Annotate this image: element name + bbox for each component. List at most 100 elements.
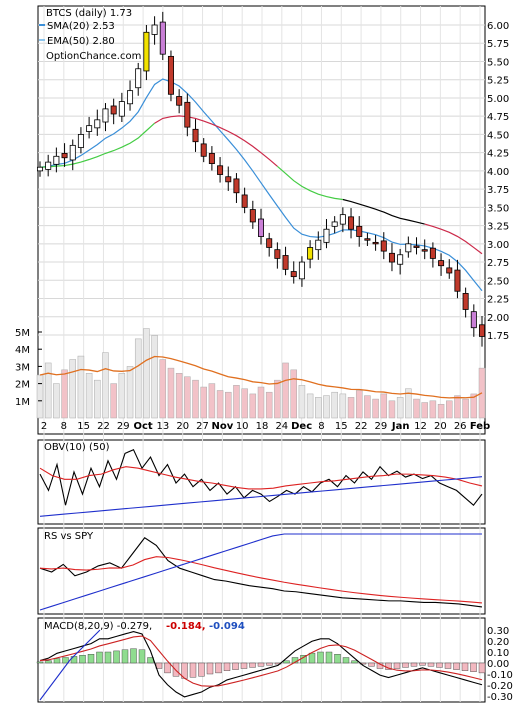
macd-histogram-bar: [325, 651, 333, 664]
volume-bar: [102, 352, 109, 419]
price-tick-label: 1.75: [487, 331, 509, 342]
volume-tick-label: 4M: [15, 345, 30, 356]
macd-histogram-bar: [444, 662, 452, 669]
volume-bar: [257, 386, 265, 419]
x-tick-label: Feb: [470, 421, 490, 432]
volume-bar: [265, 391, 273, 419]
x-tick-label: 8: [61, 421, 67, 432]
price-tick-label: 3.75: [487, 185, 509, 196]
volume-bar: [61, 369, 68, 419]
candle-body: [61, 152, 68, 159]
volume-bar: [429, 400, 437, 419]
candle-body: [380, 240, 387, 252]
macd-histogram-bar: [342, 657, 350, 664]
x-tick-label: Oct: [133, 421, 152, 432]
candle-body: [315, 239, 322, 251]
volume-bar: [454, 395, 461, 419]
macd-histogram-bar: [266, 662, 273, 666]
candle-body: [372, 241, 379, 245]
macd-histogram-bar: [87, 654, 95, 664]
macd-histogram-bar: [113, 650, 120, 664]
macd-histogram-bar: [104, 651, 112, 664]
volume-bar: [396, 397, 404, 419]
price-tick-label: 5.50: [487, 57, 509, 68]
volume-bar: [274, 379, 281, 419]
candle-body: [217, 165, 224, 175]
x-tick-label: Dec: [291, 421, 312, 432]
candle-body: [364, 238, 371, 241]
volume-bar: [241, 388, 248, 419]
volume-bar: [380, 393, 388, 419]
candle-body: [454, 269, 461, 292]
candle-body: [282, 255, 289, 270]
ema-legend-label: EMA(50) 2.80: [47, 36, 115, 47]
volume-bar: [331, 391, 338, 419]
candle-body: [446, 267, 453, 274]
x-tick-label: 26: [454, 421, 467, 432]
macd-histogram-bar: [436, 662, 443, 668]
candle-body: [331, 221, 338, 227]
macd-histogram-bar: [461, 662, 469, 671]
macd-tick-label: 0.00: [487, 659, 509, 670]
macd-tick-label: 0.30: [487, 626, 509, 637]
macd-panel: [36, 629, 486, 701]
macd-histogram-bar: [249, 662, 256, 668]
x-tick-label: 8: [318, 421, 324, 432]
candle-body: [470, 311, 477, 329]
volume-bar: [405, 388, 412, 419]
volume-bar: [388, 400, 396, 419]
x-tick-label: 29: [117, 421, 130, 432]
macd-histogram-bar: [223, 662, 231, 671]
rs-line: [39, 537, 483, 608]
candle-body: [241, 194, 248, 208]
volume-bar: [175, 373, 183, 419]
volume-bar: [36, 374, 44, 419]
rs-average-line: [39, 556, 483, 604]
macd-histogram-bar: [257, 662, 265, 667]
obv-label: OBV(10) (50): [44, 442, 110, 453]
volume-bar: [69, 359, 76, 419]
x-tick-label: 20: [434, 421, 447, 432]
volume-bar: [233, 385, 240, 419]
macd-tick-label: -0.30: [487, 692, 513, 703]
candle-body: [307, 247, 314, 260]
volume-bar: [347, 397, 355, 419]
obv-panel: [39, 448, 483, 517]
volume-bar: [208, 383, 216, 419]
macd-histogram-bar: [410, 662, 418, 667]
candle-body: [225, 176, 232, 183]
macd-histogram-bar: [36, 661, 44, 664]
candle-body: [143, 31, 150, 72]
volume-bar: [85, 373, 93, 419]
macd-histogram-bar: [138, 649, 146, 664]
candle-body: [249, 209, 256, 223]
volume-bar: [134, 338, 142, 419]
x-tick-label: 20: [176, 421, 189, 432]
volume-bar: [192, 379, 199, 419]
candle-body: [356, 225, 363, 237]
macd-histogram-bar: [368, 662, 375, 667]
price-tick-label: 2.75: [487, 258, 509, 269]
volume-bar: [372, 398, 379, 419]
price-legend: BTCS (daily) 1.73 SMA(20) 2.53 EMA(50) 2…: [39, 8, 141, 62]
candle-body: [257, 218, 264, 237]
macd-tick-label: 0.10: [487, 648, 509, 659]
candle-body: [266, 238, 273, 248]
candle-body: [45, 161, 52, 170]
volume-bar: [44, 362, 52, 419]
volume-bar: [282, 362, 289, 419]
macd-histogram-bar: [189, 662, 197, 678]
macd-histogram-bar: [79, 655, 86, 664]
macd-histogram-bar: [198, 662, 205, 677]
macd-histogram-bar: [164, 662, 171, 674]
candle-body: [135, 68, 142, 89]
ema-legend-swatch: [39, 39, 45, 41]
obv-trend-line: [39, 476, 483, 517]
candle-body: [348, 216, 355, 230]
volume-bar: [167, 367, 175, 419]
macd-histogram-bar: [96, 651, 103, 664]
volume-bar: [118, 373, 126, 419]
macd-histogram-bar: [53, 658, 61, 664]
x-tick-label: 2: [41, 421, 47, 432]
macd-histogram-bar: [130, 648, 137, 664]
